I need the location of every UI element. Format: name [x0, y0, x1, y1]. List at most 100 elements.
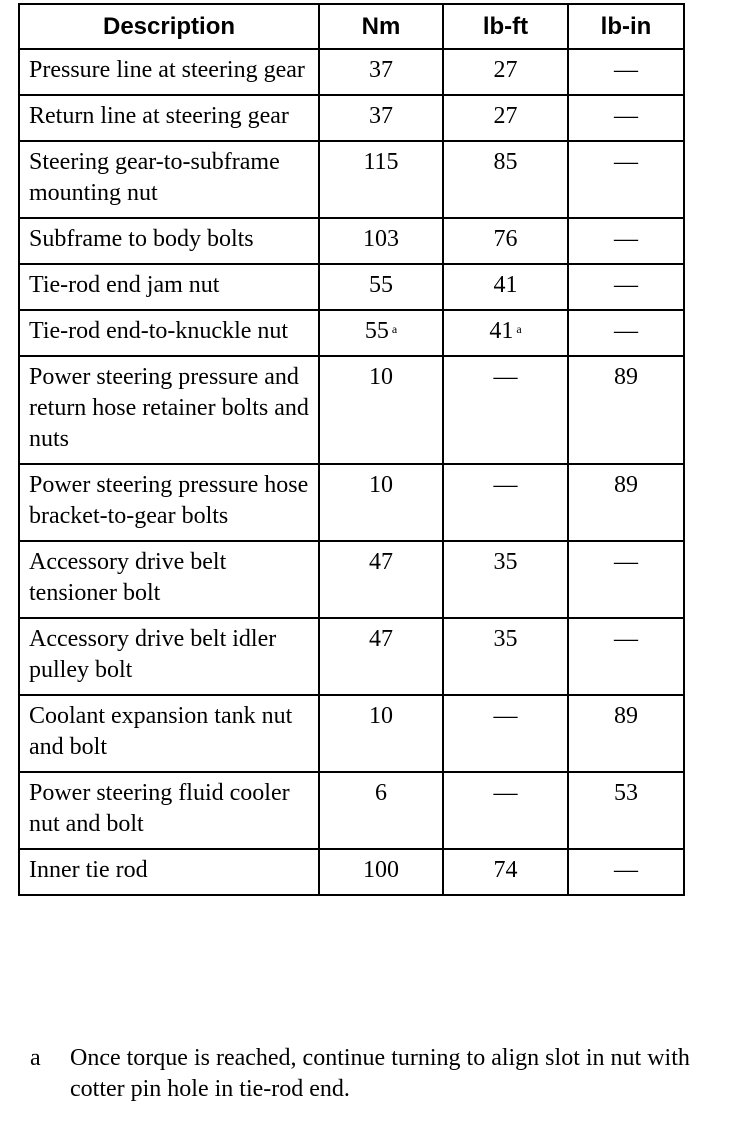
- lb-ft-cell-value: 27: [493, 103, 518, 129]
- description-cell-value: Inner tie rod: [29, 857, 148, 883]
- table-row: Inner tie rod 100 74 —: [18, 848, 685, 896]
- lb-ft-cell: —: [442, 355, 569, 465]
- nm-cell-value: 47: [369, 626, 393, 652]
- description-cell: Accessory drive belt tensioner bolt: [18, 540, 320, 619]
- table-row: Return line at steering gear 37 27 —: [18, 94, 685, 142]
- lb-ft-cell-value: 41: [493, 272, 518, 298]
- nm-cell-value: 10: [369, 364, 393, 390]
- nm-cell-value: 37: [369, 103, 393, 129]
- nm-cell-value: 6: [375, 780, 387, 806]
- lb-in-cell: 89: [567, 355, 685, 465]
- lb-ft-cell: 27: [442, 48, 569, 96]
- table-row: Coolant expansion tank nut and bolt 10 — 89: [18, 694, 685, 773]
- description-cell: Power steering pressure hose bracket-to-…: [18, 463, 320, 542]
- lb-in-cell: —: [567, 309, 685, 357]
- lb-ft-cell: —: [442, 771, 569, 850]
- description-cell-value: Power steering pressure and return hose …: [29, 364, 309, 452]
- footnote-text: Once torque is reached, continue turning…: [70, 1045, 690, 1102]
- footnote-reference: a: [516, 322, 522, 336]
- lb-in-cell: 53: [567, 771, 685, 850]
- nm-cell-value: 10: [369, 472, 393, 498]
- description-cell: Tie-rod end jam nut: [18, 263, 320, 311]
- table-row: Subframe to body bolts 103 76 —: [18, 217, 685, 265]
- table-row: Accessory drive belt tensioner bolt 47 35 —: [18, 540, 685, 619]
- footnote-reference: a: [391, 322, 398, 336]
- lb-in-cell-value: 89: [614, 472, 638, 498]
- nm-cell: 103: [318, 217, 444, 265]
- description-cell-value: Pressure line at steering gear: [29, 57, 305, 83]
- lb-in-cell-value: —: [614, 549, 638, 575]
- lb-ft-cell-value: 85: [493, 149, 518, 175]
- lb-ft-cell: 41: [442, 263, 569, 311]
- lb-in-cell: —: [567, 617, 685, 696]
- lb-ft-cell: 76: [442, 217, 569, 265]
- torque-specifications-table: Description Nm lb-ft lb-in Pressure line…: [18, 3, 685, 896]
- lb-ft-cell: 85: [442, 140, 569, 219]
- lb-in-cell: 89: [567, 463, 685, 542]
- description-cell-value: Accessory drive belt tensioner bolt: [29, 549, 227, 606]
- nm-cell-value: 10: [369, 703, 393, 729]
- description-cell: Tie-rod end-to-knuckle nut: [18, 309, 320, 357]
- description-cell: Coolant expansion tank nut and bolt: [18, 694, 320, 773]
- table-row: Accessory drive belt idler pulley bolt 47…: [18, 617, 685, 696]
- description-cell: Power steering pressure and return hose …: [18, 355, 320, 465]
- description-cell-value: Power steering fluid cooler nut and bolt: [29, 780, 290, 837]
- table-row: Tie-rod end jam nut 55 41 —: [18, 263, 685, 311]
- table-row: Pressure line at steering gear 37 27 —: [18, 48, 685, 96]
- description-cell-value: Return line at steering gear: [29, 103, 289, 129]
- table-row: Power steering pressure hose bracket-to-…: [18, 463, 685, 542]
- lb-ft-cell-value: —: [493, 703, 518, 729]
- nm-cell: 10: [318, 355, 444, 465]
- nm-cell: 47: [318, 617, 444, 696]
- description-cell: Steering gear-to-subframe mounting nut: [18, 140, 320, 219]
- nm-cell-value: 100: [363, 857, 399, 883]
- lb-ft-cell-value: —: [493, 472, 518, 498]
- lb-in-cell: —: [567, 140, 685, 219]
- nm-cell: 6: [318, 771, 444, 850]
- nm-cell: 47: [318, 540, 444, 619]
- lb-in-cell: —: [567, 540, 685, 619]
- table-row: Tie-rod end-to-knuckle nut 55 a 41 a —: [18, 309, 685, 357]
- description-cell: Subframe to body bolts: [18, 217, 320, 265]
- description-cell: Inner tie rod: [18, 848, 320, 896]
- nm-cell: 55: [318, 263, 444, 311]
- lb-ft-cell-value: —: [493, 780, 518, 806]
- table-row: Power steering fluid cooler nut and bolt…: [18, 771, 685, 850]
- description-cell-value: Accessory drive belt idler pulley bolt: [29, 626, 277, 683]
- lb-ft-cell: 41 a: [442, 309, 569, 357]
- description-cell-value: Tie-rod end jam nut: [29, 272, 220, 298]
- lb-in-cell-value: —: [614, 857, 638, 883]
- description-cell: Accessory drive belt idler pulley bolt: [18, 617, 320, 696]
- nm-cell: 100: [318, 848, 444, 896]
- header-description: Description: [18, 3, 320, 50]
- lb-ft-cell-value: 27: [493, 57, 518, 83]
- description-cell-value: Power steering pressure hose bracket-to-…: [29, 472, 309, 529]
- lb-ft-cell-value: 35: [493, 626, 518, 652]
- description-cell: Power steering fluid cooler nut and bolt: [18, 771, 320, 850]
- lb-ft-cell: 35: [442, 617, 569, 696]
- description-cell: Pressure line at steering gear: [18, 48, 320, 96]
- header-lb-in: lb-in: [567, 3, 685, 50]
- lb-in-cell-value: —: [614, 149, 638, 175]
- lb-ft-cell-value: 76: [493, 226, 518, 252]
- table-row: Steering gear-to-subframe mounting nut 11…: [18, 140, 685, 219]
- table-row: Power steering pressure and return hose …: [18, 355, 685, 465]
- nm-cell-value: 37: [369, 57, 393, 83]
- lb-in-cell: —: [567, 94, 685, 142]
- lb-ft-cell: 74: [442, 848, 569, 896]
- lb-in-cell-value: —: [614, 626, 638, 652]
- lb-in-cell: —: [567, 263, 685, 311]
- lb-in-cell: —: [567, 217, 685, 265]
- lb-ft-cell-value: 41: [489, 318, 514, 344]
- lb-ft-cell-value: —: [493, 364, 518, 390]
- lb-ft-cell: —: [442, 463, 569, 542]
- lb-in-cell-value: 89: [614, 364, 638, 390]
- lb-in-cell-value: —: [614, 103, 638, 129]
- header-nm: Nm: [318, 3, 444, 50]
- lb-ft-cell-value: 74: [493, 857, 518, 883]
- lb-ft-cell: —: [442, 694, 569, 773]
- nm-cell-value: 115: [363, 149, 399, 175]
- lb-in-cell-value: —: [614, 318, 638, 344]
- description-cell-value: Steering gear-to-subframe mounting nut: [29, 149, 280, 206]
- lb-in-cell-value: —: [614, 272, 638, 298]
